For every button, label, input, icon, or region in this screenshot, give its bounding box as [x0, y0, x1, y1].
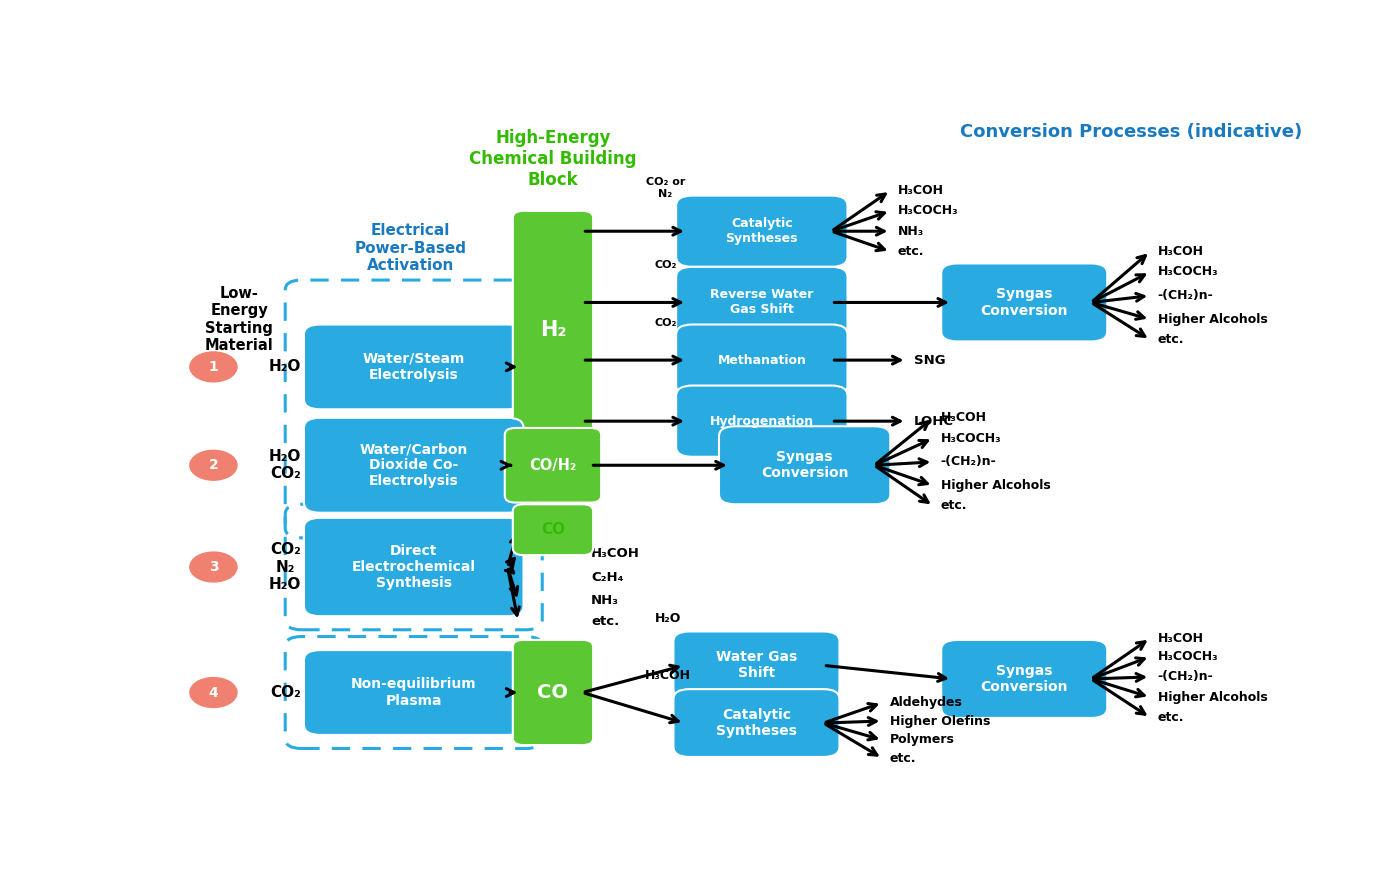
FancyBboxPatch shape — [304, 418, 524, 513]
Text: CO: CO — [540, 522, 565, 537]
Text: H₂O
CO₂: H₂O CO₂ — [269, 449, 301, 481]
Text: Water/Steam
Electrolysis: Water/Steam Electrolysis — [362, 352, 464, 382]
Text: etc.: etc. — [890, 751, 916, 765]
Text: Conversion Processes (indicative): Conversion Processes (indicative) — [960, 122, 1302, 141]
Text: Aldehydes: Aldehydes — [890, 696, 963, 709]
Text: Water Gas
Shift: Water Gas Shift — [716, 650, 797, 680]
FancyBboxPatch shape — [504, 428, 601, 502]
Text: H₃COH: H₃COH — [941, 411, 987, 425]
Text: H₃COH: H₃COH — [1158, 632, 1204, 645]
Text: H₃COCH₃: H₃COCH₃ — [1158, 265, 1218, 278]
Text: 1: 1 — [209, 360, 218, 374]
FancyBboxPatch shape — [513, 211, 593, 448]
Text: C₂H₄: C₂H₄ — [591, 571, 623, 584]
Text: CO₂: CO₂ — [654, 318, 677, 328]
Text: CO/H₂: CO/H₂ — [529, 458, 576, 473]
Text: LOHC: LOHC — [914, 415, 954, 427]
Text: NH₃: NH₃ — [898, 225, 925, 238]
FancyBboxPatch shape — [941, 640, 1107, 718]
Text: etc.: etc. — [898, 245, 925, 258]
Text: Higher Alcohols: Higher Alcohols — [1158, 313, 1267, 326]
FancyBboxPatch shape — [304, 650, 524, 735]
Text: CO₂
N₂
H₂O: CO₂ N₂ H₂O — [269, 542, 301, 592]
Text: CO₂: CO₂ — [654, 260, 677, 270]
Text: H₃COH: H₃COH — [645, 670, 691, 682]
Text: CO₂ or
N₂: CO₂ or N₂ — [645, 177, 685, 199]
Circle shape — [189, 352, 238, 381]
Text: etc.: etc. — [591, 615, 619, 628]
Text: H₃COH: H₃COH — [591, 547, 640, 560]
Text: 2: 2 — [209, 458, 218, 472]
Text: Catalytic
Syntheses: Catalytic Syntheses — [726, 218, 797, 245]
Text: -(CH₂)n-: -(CH₂)n- — [941, 455, 996, 469]
Text: Higher Alcohols: Higher Alcohols — [941, 479, 1050, 492]
Text: H₂O: H₂O — [269, 359, 301, 374]
Text: Hydrogenation: Hydrogenation — [710, 415, 814, 427]
Text: -(CH₂)n-: -(CH₂)n- — [1158, 289, 1213, 302]
Circle shape — [189, 677, 238, 707]
Text: Low-
Energy
Starting
Material: Low- Energy Starting Material — [205, 285, 274, 353]
FancyBboxPatch shape — [304, 518, 524, 616]
Text: H₂O: H₂O — [655, 611, 681, 625]
Text: Polymers: Polymers — [890, 734, 955, 746]
Text: High-Energy
Chemical Building
Block: High-Energy Chemical Building Block — [470, 130, 637, 189]
Text: H₃COH: H₃COH — [1158, 245, 1204, 258]
FancyBboxPatch shape — [676, 196, 847, 267]
FancyBboxPatch shape — [719, 426, 890, 504]
Text: etc.: etc. — [1158, 333, 1184, 346]
Text: etc.: etc. — [1158, 711, 1184, 724]
FancyBboxPatch shape — [676, 267, 847, 338]
FancyBboxPatch shape — [513, 640, 593, 745]
Circle shape — [189, 552, 238, 582]
Text: Higher Olefins: Higher Olefins — [890, 714, 990, 728]
Text: SNG: SNG — [914, 353, 945, 366]
Text: H₃COCH₃: H₃COCH₃ — [1158, 650, 1218, 663]
FancyBboxPatch shape — [941, 263, 1107, 342]
Text: Electrical
Power-Based
Activation: Electrical Power-Based Activation — [355, 223, 467, 273]
Text: Reverse Water
Gas Shift: Reverse Water Gas Shift — [710, 288, 814, 316]
Text: Direct
Electrochemical
Synthesis: Direct Electrochemical Synthesis — [352, 544, 475, 590]
Text: Water/Carbon
Dioxide Co-
Electrolysis: Water/Carbon Dioxide Co- Electrolysis — [359, 442, 468, 488]
FancyBboxPatch shape — [513, 504, 593, 555]
FancyBboxPatch shape — [673, 632, 839, 700]
FancyBboxPatch shape — [676, 386, 847, 456]
Text: 3: 3 — [209, 560, 218, 574]
FancyBboxPatch shape — [304, 324, 524, 410]
Text: H₃COCH₃: H₃COCH₃ — [941, 432, 1002, 445]
Text: -(CH₂)n-: -(CH₂)n- — [1158, 670, 1213, 684]
Text: H₃COH: H₃COH — [898, 184, 944, 197]
Text: H₂: H₂ — [540, 320, 567, 339]
Text: 4: 4 — [209, 685, 218, 700]
Text: Syngas
Conversion: Syngas Conversion — [980, 664, 1068, 694]
Text: NH₃: NH₃ — [591, 595, 619, 607]
Circle shape — [189, 450, 238, 480]
Text: Non-equilibrium
Plasma: Non-equilibrium Plasma — [351, 677, 477, 707]
FancyBboxPatch shape — [676, 324, 847, 396]
Text: Higher Alcohols: Higher Alcohols — [1158, 691, 1267, 704]
Text: Syngas
Conversion: Syngas Conversion — [980, 287, 1068, 317]
Text: CO₂: CO₂ — [269, 685, 301, 700]
FancyBboxPatch shape — [673, 689, 839, 757]
Text: Syngas
Conversion: Syngas Conversion — [761, 450, 849, 480]
Text: H₃COCH₃: H₃COCH₃ — [898, 204, 959, 218]
Text: Methanation: Methanation — [717, 353, 806, 366]
Text: etc.: etc. — [941, 500, 967, 513]
Text: CO: CO — [538, 683, 568, 702]
Text: Catalytic
Syntheses: Catalytic Syntheses — [716, 708, 797, 738]
